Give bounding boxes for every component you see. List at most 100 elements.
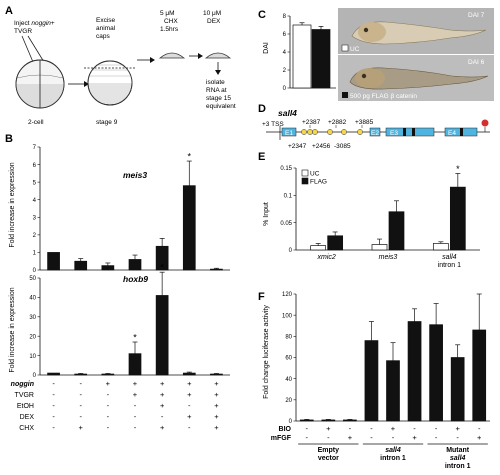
f-luc-ytick-label: 0 [289,419,293,425]
inject-label: Inject noggin+ [14,20,55,27]
b-row-label-CHX: CHX [19,425,34,432]
f-row-sign: + [412,433,417,442]
f-row-label-bio: BIO [279,426,292,433]
b-row-label-DEX: DEX [20,414,35,421]
panel-b: B Fold increase in expression Fold incre… [5,133,230,432]
f-row-sign: - [435,433,438,442]
animal-cap-icon-1 [158,52,186,59]
b-row-sign: - [79,412,82,421]
b-row-sign: + [106,379,111,388]
b-row-label-TVGR: TVGR [15,392,34,399]
b-meis3-ytick-label: 3 [33,215,37,221]
b-row-sign: + [214,401,219,410]
c-legend-uc: UC [350,46,360,53]
b-meis3-ytick-label: 2 [33,233,37,239]
f-group-label: sall4 [385,447,401,454]
panel-c-letter: C [258,9,266,21]
d-site-label-top-2: +2882 [328,119,347,126]
panel-f-letter: F [258,291,265,303]
b-meis3-ytick-label: 0 [33,268,37,274]
f-row-sign: - [478,424,481,433]
b-meis3-ytick-label: 7 [33,145,37,151]
d-exon-4-label: E4 [448,130,456,137]
b-hoxb9-ytick-label: 10 [29,354,36,360]
f-luc-ytick-label: 20 [285,398,292,404]
b-row-sign: - [134,401,137,410]
f-luc-bar [386,360,400,422]
f-luciferase-plot: 0 20 40 60 80 100 120 [282,292,490,425]
f-luc-bar [299,419,314,422]
f-luc-bar [407,321,422,422]
stage9-embryo-icon [84,60,136,106]
f-row-sign: - [413,424,416,433]
c-dai-ytick-label: 6 [283,32,287,38]
e-chip-flag-bar [449,186,466,251]
excise-line2: animal [96,25,116,32]
d-tss-label: +3 TSS [262,121,284,128]
d-site-label-bottom-1: +2347 [288,143,307,150]
d-exon-1 [281,127,297,137]
b-hoxb9-bar [101,373,115,376]
c-legend-flag-swatch [342,92,348,98]
f-row-sign: + [477,433,482,442]
b-hoxb9-ylabel: Fold increase in expression [9,287,16,372]
b-hoxb9-plot: 0 10 20 30 40 50 * * [29,263,230,379]
f-row-sign: - [327,433,330,442]
e-chip-ytick-label: 0.05 [280,221,292,227]
b-meis3-title: meis3 [123,170,147,180]
f-group-label: intron 1 [445,463,471,470]
b-meis3-ylabel: Fold increase in expression [9,162,16,247]
isolate-line1: isolate [206,79,225,86]
b-row-sign: - [52,412,55,421]
b-hoxb9-significance-star: * [160,263,164,273]
b-row-sign: + [133,390,138,399]
c-dai-ytick-label: 0 [283,86,287,92]
f-luc-bar [450,357,465,422]
e-chip-flag-bar [388,211,405,251]
chx-line1: 5 μM [160,10,175,17]
f-row-sign: - [435,424,438,433]
arrowhead-2 [150,57,155,63]
arrowhead-1 [84,81,89,87]
panel-f: F Fold change luciferase activity 0 20 40 6… [258,291,490,470]
d-site-5 [341,129,347,135]
isolate-line2: RNA at [206,87,227,94]
f-luc-bar [343,419,357,422]
b-row-sign: + [160,379,165,388]
b-row-sign: - [134,412,137,421]
d-exon-2 [369,127,381,137]
f-luc-bar [321,419,336,422]
isolate-line4: equivalent [206,103,236,110]
b-row-sign: - [107,423,110,432]
f-row-sign: - [306,433,309,442]
b-meis3-ytick-label: 5 [33,180,37,186]
b-hoxb9-significance-star: * [133,333,137,343]
f-luc-ytick-label: 60 [285,356,292,362]
e-chip-uc-bar [371,244,388,251]
b-row-label-EtOH: EtOH [17,403,34,410]
panel-c: C DAI 0 2 4 6 8 DAI 7 UC DAI 6 500 pg FLAG β… [258,8,494,101]
excise-line1: Excise [96,17,116,24]
b-row-sign: - [79,390,82,399]
b-hoxb9-ytick-label: 30 [29,315,36,321]
tadpole-photo-flag [338,55,494,101]
d-site-label-top-3: +3885 [355,119,374,126]
b-meis3-bar [47,252,60,271]
b-row-sign: + [187,379,192,388]
d-site-label-top-1: +2387 [302,119,321,126]
b-row-sign: - [107,401,110,410]
f-row-sign: + [348,433,353,442]
e-category-label: meis3 [379,254,398,261]
c-legend-uc-swatch [341,44,349,52]
e-legend-label-flag: FLAG [310,179,327,186]
panel-e-letter: E [258,151,265,163]
e-category-label-line2: intron 1 [438,262,461,269]
tadpole-photo-uc [338,8,494,54]
b-meis3-ytick-label: 4 [33,198,37,204]
b-row-sign: - [52,423,55,432]
b-row-sign: - [107,390,110,399]
f-luc-ytick-label: 100 [282,313,293,319]
f-row-label-mfgf: mFGF [271,435,292,442]
e-category-label: sall4 [442,254,457,261]
